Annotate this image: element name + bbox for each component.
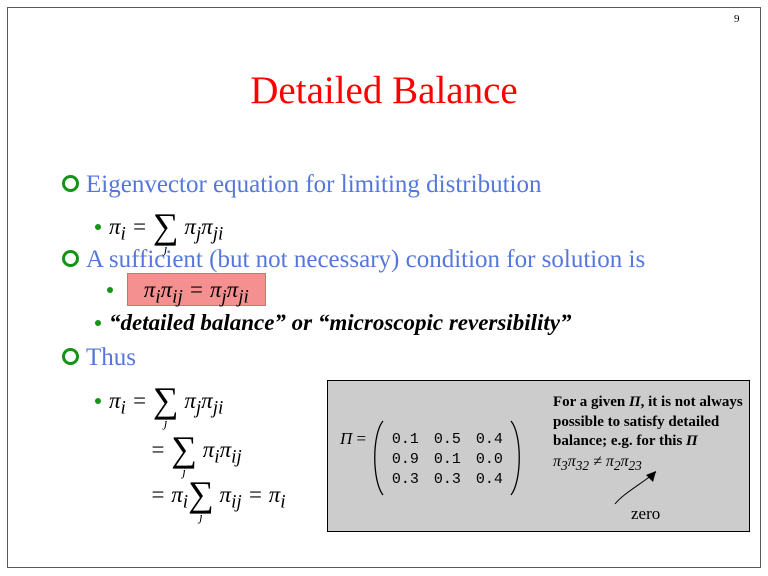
svg-text:zero: zero [631, 504, 660, 523]
